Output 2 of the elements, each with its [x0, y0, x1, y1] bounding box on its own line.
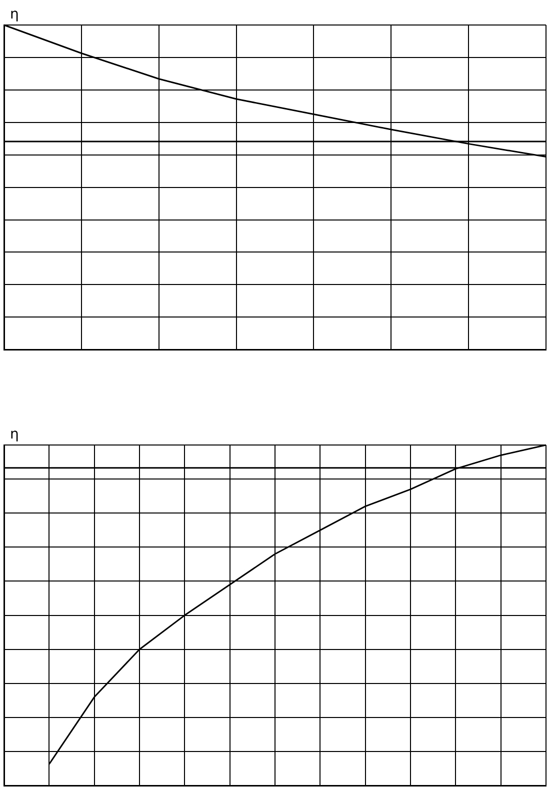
y-axis-title: η: [10, 426, 19, 443]
y-axis-title: η: [10, 6, 19, 23]
